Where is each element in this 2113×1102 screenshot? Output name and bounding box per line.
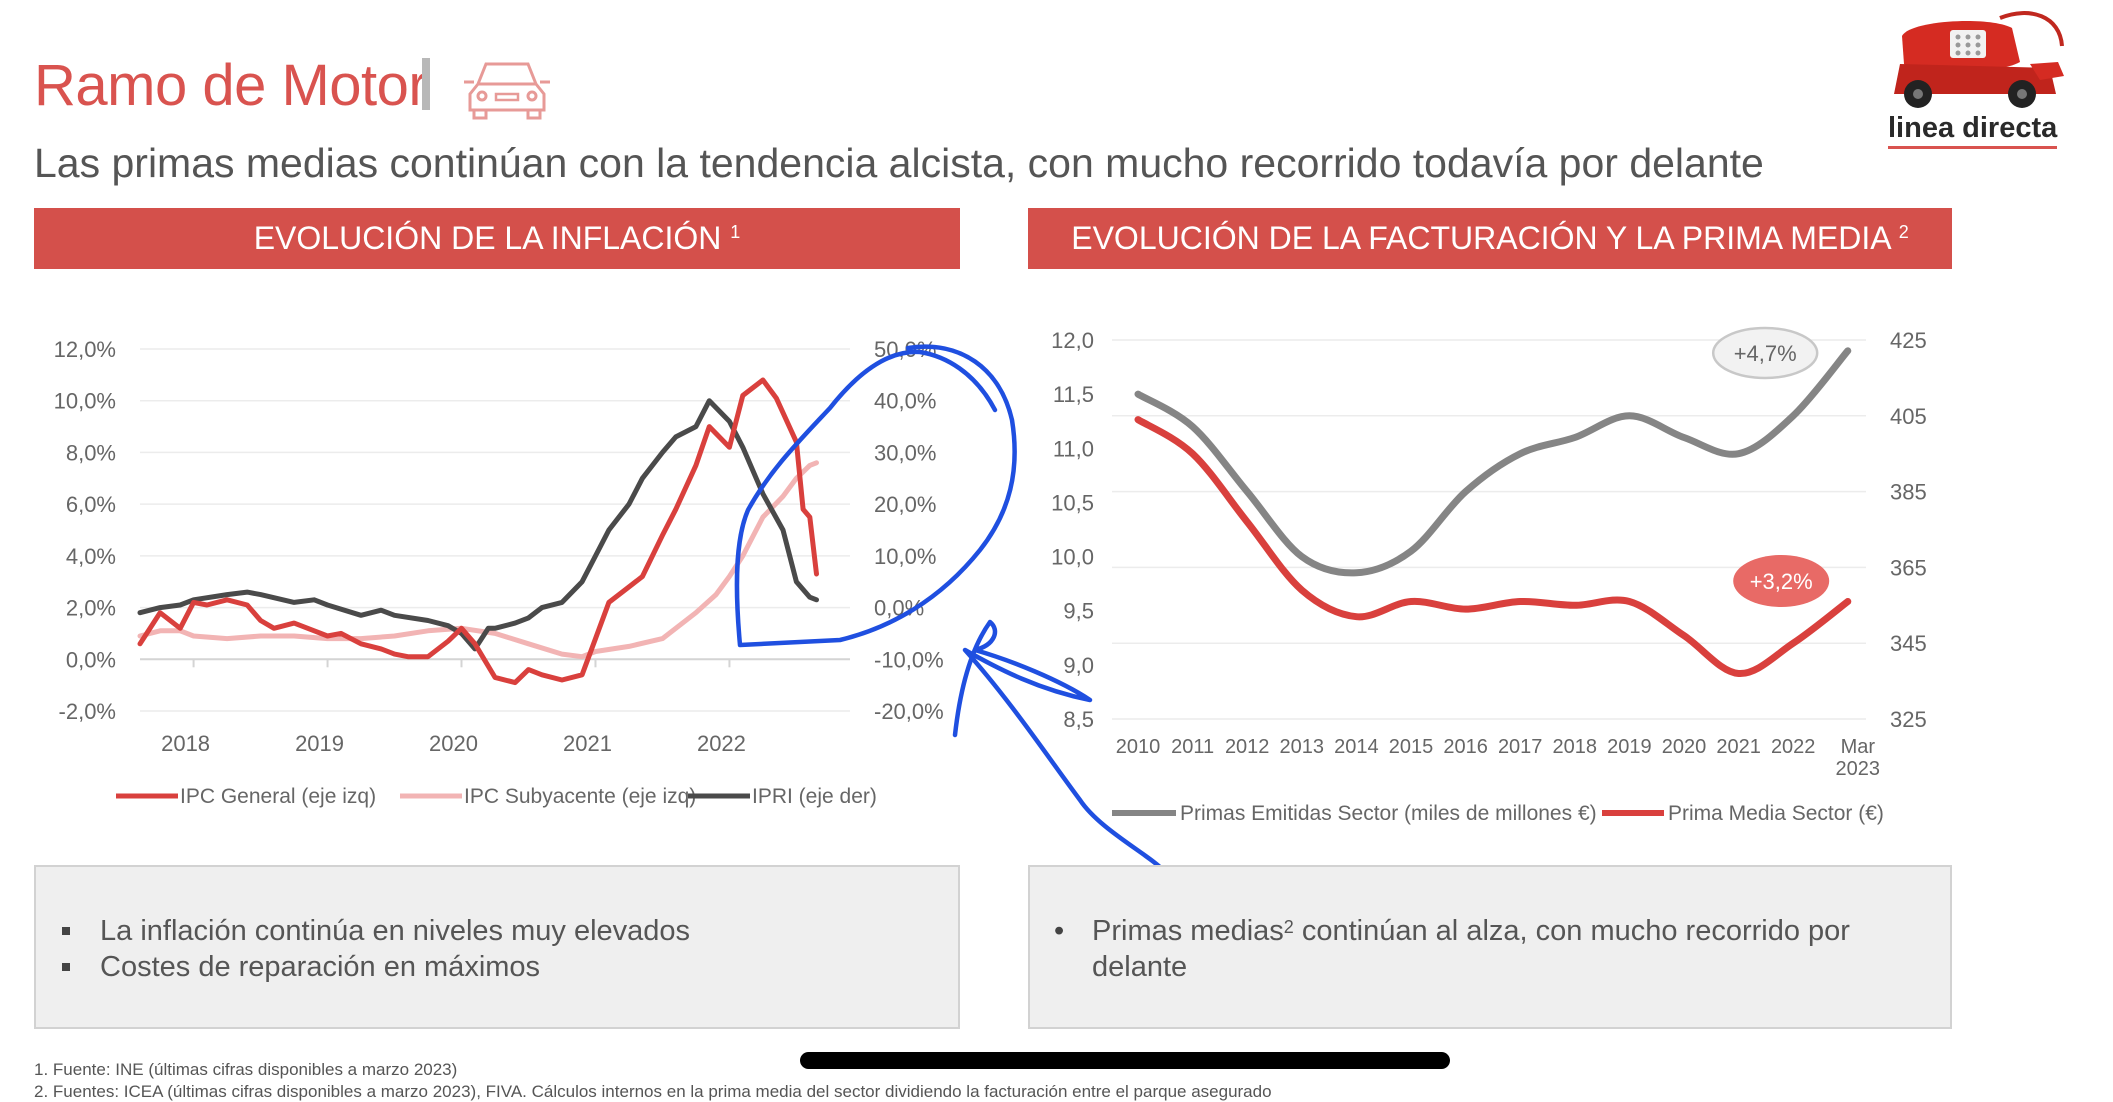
premium-summary-box: Primas medias2 continúan al alza, con mu…: [1028, 865, 1952, 1029]
hand-drawn-arrow-annotation: [952, 619, 1168, 875]
premium-bullet: Primas medias2 continúan al alza, con mu…: [1054, 913, 1882, 985]
inflation-x-tick-label: 2020: [429, 731, 478, 756]
legend-primas-emitidas-label: Primas Emitidas Sector (miles de millone…: [1180, 802, 1597, 825]
inflation-bullet: La inflación continúa en niveles muy ele…: [61, 915, 691, 947]
legend-prima-media-label: Prima Media Sector (€): [1668, 802, 1884, 825]
billing-x-tick-label: 2012: [1225, 736, 1270, 758]
billing-left-tick-label: 11,5: [1053, 382, 1094, 407]
inflation-banner: EVOLUCIÓN DE LA INFLACIÓN 1: [34, 208, 960, 269]
billing-x-tick-label: 2019: [1607, 736, 1652, 758]
inflation-right-tick-label: 10,0%: [874, 544, 936, 569]
inflation-right-tick-label: 30,0%: [874, 440, 936, 465]
billing-right-tick-label: 425: [1890, 328, 1927, 353]
billing-x-tick-label: 2020: [1662, 736, 1707, 758]
title-separator: [422, 58, 430, 110]
inflation-x-tick-label: 2019: [295, 731, 344, 756]
prima-media-line: [1134, 416, 1852, 677]
footnote-2: 2. Fuentes: ICEA (últimas cifras disponi…: [34, 1082, 1272, 1101]
inflation-summary-box: La inflación continúa en niveles muy ele…: [34, 865, 960, 1029]
billing-right-tick-label: 405: [1890, 404, 1927, 429]
inflation-left-tick-label: 2,0%: [66, 596, 116, 621]
ipc-subyacente-line: [137, 460, 819, 660]
inflation-x-tick-label: 2021: [563, 731, 612, 756]
logo-wordmark: linea directa: [1888, 112, 2058, 149]
billing-left-tick-label: 8,5: [1063, 707, 1094, 732]
billing-x-tick-label: 2015: [1389, 736, 1434, 758]
footnote-1: 1. Fuente: INE (últimas cifras disponibl…: [34, 1060, 458, 1079]
premium-bullet-text-start: Primas medias: [1092, 915, 1284, 947]
premium-bullet-footnote-ref: 2: [1283, 917, 1294, 937]
billing-x-tick-label: 2013: [1280, 736, 1325, 758]
billing-x-tick-label: 2016: [1443, 736, 1488, 758]
billing-left-tick-label: 9,0: [1063, 653, 1094, 678]
inflation-left-tick-label: -2,0%: [59, 699, 116, 724]
billing-x-tick-label: 2011: [1171, 736, 1214, 758]
inflation-x-tick-label: 2018: [161, 731, 210, 756]
billing-right-tick-label: 385: [1890, 480, 1927, 505]
primas-emitidas-line: [1134, 347, 1852, 577]
legend-ipc-general-label: IPC General (eje izq): [180, 785, 376, 808]
inflation-right-tick-label: 0,0%: [874, 596, 924, 621]
billing-banner-label: EVOLUCIÓN DE LA FACTURACIÓN Y LA PRIMA M…: [1071, 220, 1890, 256]
billing-left-tick-label: 12,0: [1051, 328, 1094, 353]
billing-x-tick-label: 2017: [1498, 736, 1543, 758]
telephone-logo-icon: [1894, 11, 2064, 108]
billing-right-tick-label: 345: [1890, 631, 1927, 656]
inflation-left-tick-label: 12,0%: [54, 337, 116, 362]
billing-right-tick-label: 325: [1890, 707, 1927, 732]
prima-media-growth-badge: [1733, 555, 1830, 607]
billing-x-tick-label: Mar: [1841, 736, 1876, 758]
prima-media-growth-badge-label: +3,2%: [1750, 569, 1813, 594]
primas-growth-badge-label: +4,7%: [1734, 341, 1797, 366]
billing-x-tick-label: 2014: [1334, 736, 1379, 758]
billing-banner: EVOLUCIÓN DE LA FACTURACIÓN Y LA PRIMA M…: [1028, 208, 1952, 269]
repair-costs-bullet: Costes de reparación en máximos: [61, 949, 690, 985]
billing-left-tick-label: 9,5: [1063, 599, 1094, 624]
inflation-left-tick-label: 8,0%: [66, 440, 116, 465]
inflation-banner-footnote-ref: 1: [730, 222, 741, 242]
inflation-right-tick-label: -20,0%: [874, 699, 944, 724]
billing-right-tick-label: 365: [1890, 555, 1927, 580]
billing-banner-footnote-ref: 2: [1898, 222, 1909, 242]
inflation-left-tick-label: 0,0%: [66, 647, 116, 672]
inflation-left-tick-label: 4,0%: [66, 544, 116, 569]
inflation-right-tick-label: 50,0%: [874, 337, 936, 362]
page-title: Ramo de Motor: [34, 53, 428, 118]
inflation-right-tick-label: 20,0%: [874, 492, 936, 517]
billing-x-tick-label: 2018: [1553, 736, 1598, 758]
page-subtitle: Las primas medias continúan con la tende…: [34, 140, 1764, 186]
billing-left-tick-label: 11,0: [1053, 436, 1094, 461]
legend-ipc-subyacente-label: IPC Subyacente (eje izq): [464, 785, 696, 808]
inflation-right-tick-label: -10,0%: [874, 647, 944, 672]
ipc-general-line: [137, 377, 819, 686]
inflation-x-tick-label: 2022: [697, 731, 746, 756]
billing-x-tick-label-year: 2023: [1836, 758, 1881, 780]
premium-bullet-text-end: continúan al alza, con mucho recorrido p…: [1092, 915, 1850, 983]
billing-x-tick-label: 2022: [1771, 736, 1816, 758]
scroll-indicator-bar[interactable]: [800, 1052, 1450, 1069]
primas-growth-badge: [1711, 326, 1819, 380]
inflation-banner-label: EVOLUCIÓN DE LA INFLACIÓN: [253, 220, 722, 256]
car-icon: [464, 62, 550, 120]
billing-x-tick-label: 2010: [1116, 736, 1161, 758]
ipri-line: [137, 398, 819, 652]
inflation-left-tick-label: 6,0%: [66, 492, 116, 517]
legend-ipri-label: IPRI (eje der): [752, 785, 877, 808]
billing-left-tick-label: 10,0: [1051, 545, 1094, 570]
inflation-right-tick-label: 40,0%: [874, 389, 936, 414]
inflation-left-tick-label: 10,0%: [54, 389, 116, 414]
hand-drawn-circle-annotation: [734, 344, 1017, 648]
billing-x-tick-label: 2021: [1716, 736, 1761, 758]
billing-left-tick-label: 10,5: [1051, 490, 1094, 515]
